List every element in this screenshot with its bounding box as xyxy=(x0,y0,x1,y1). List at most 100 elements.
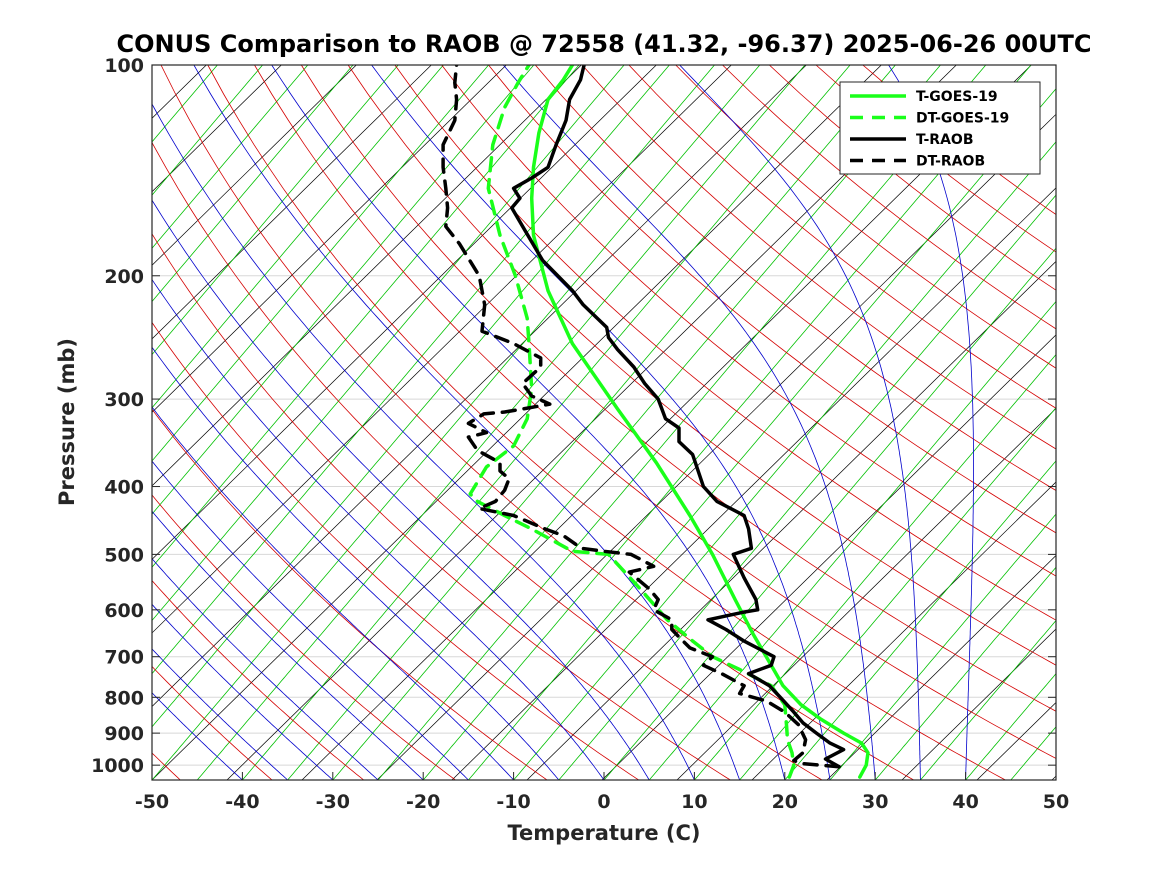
legend-label-dt-goes-19: DT-GOES-19 xyxy=(916,111,1009,127)
x-axis: -50 -40 -30 -20 -10 0 10 20 30 40 50 xyxy=(135,772,1069,813)
dry-adiabat-line xyxy=(254,65,1056,759)
series-line-dt-raob xyxy=(441,65,841,769)
isotherm-line xyxy=(694,353,1056,780)
x-tick-label: 30 xyxy=(862,791,888,813)
x-tick-label: 40 xyxy=(952,791,978,813)
skewed-grid-line xyxy=(152,65,357,266)
isotherm-line xyxy=(152,65,399,356)
moist-adiabat-line xyxy=(502,65,876,780)
dry-adiabat-line xyxy=(300,65,1056,712)
isotherm-line xyxy=(603,247,1056,780)
skewed-grid-line xyxy=(152,65,282,193)
dry-adiabat-line xyxy=(152,494,456,780)
isotherm-line xyxy=(468,88,1056,780)
x-tick-label: 20 xyxy=(772,791,798,813)
skewed-grid-line xyxy=(751,481,1056,780)
x-tick-label: -50 xyxy=(135,791,169,813)
isotherm-line xyxy=(784,460,1056,780)
skewed-grid-line xyxy=(152,65,582,487)
moist-adiabat-line xyxy=(152,199,650,780)
moist-adiabat-line xyxy=(888,65,974,780)
x-tick-label: 50 xyxy=(1043,791,1069,813)
y-tick-label: 400 xyxy=(104,477,144,499)
isotherm-line xyxy=(377,65,987,780)
moist-adiabat-line xyxy=(152,648,288,780)
legend-label-dt-raob: DT-RAOB xyxy=(916,154,985,170)
isotherm-line xyxy=(152,65,715,728)
dry-adiabat-line xyxy=(675,65,1056,369)
dry-adiabat-line xyxy=(152,321,639,780)
dry-adiabat-line xyxy=(207,65,1006,780)
x-tick-label: 10 xyxy=(681,791,707,813)
dry-adiabat-line xyxy=(581,65,1056,450)
x-tick-label: -40 xyxy=(225,791,259,813)
dry-adiabat-line xyxy=(152,665,273,780)
x-tick-label: 0 xyxy=(597,791,610,813)
legend: T-GOES-19 DT-GOES-19 T-RAOB DT-RAOB xyxy=(839,81,1041,175)
dry-adiabat-line xyxy=(152,408,548,780)
dry-adiabat-line xyxy=(160,65,914,780)
y-tick-label: 600 xyxy=(104,600,144,622)
isotherm-line xyxy=(152,65,444,409)
skewed-grid-line xyxy=(152,65,882,780)
y-tick-label: 300 xyxy=(104,389,144,411)
isotherm-line xyxy=(152,65,761,780)
isotherm-line xyxy=(152,65,535,515)
series-line-t-goes-19 xyxy=(529,65,870,779)
x-tick-label: -30 xyxy=(316,791,350,813)
isotherm-line xyxy=(648,300,1056,780)
series-line-t-raob xyxy=(510,65,846,769)
moist-adiabat-line xyxy=(152,603,334,780)
legend-label-t-raob: T-RAOB xyxy=(916,132,974,148)
y-tick-label: 200 xyxy=(104,266,144,288)
x-tick-label: -20 xyxy=(406,791,440,813)
moist-adiabat-line xyxy=(152,346,560,780)
skewed-grid-line xyxy=(152,65,657,560)
isotherm-line xyxy=(739,407,1056,780)
moist-adiabat-line xyxy=(152,510,424,780)
moist-adiabat-line xyxy=(152,460,469,780)
isotherm-line xyxy=(287,65,896,780)
moist-adiabat-line xyxy=(679,65,921,780)
isotherm-line xyxy=(1010,726,1056,780)
y-tick-label: 700 xyxy=(104,647,144,669)
isotherm-line xyxy=(920,619,1056,780)
skewed-grid-line xyxy=(152,65,432,340)
dry-adiabat-line xyxy=(152,141,823,780)
dry-adiabat-line xyxy=(152,233,731,780)
isotherm-line xyxy=(513,141,1056,780)
isotherm-line xyxy=(152,65,625,622)
isotherm-line xyxy=(152,65,670,675)
moist-adiabat-line xyxy=(152,692,243,780)
dry-adiabat-line xyxy=(628,65,1056,409)
skewed-grid-line xyxy=(601,334,1056,780)
y-tick-label: 1000 xyxy=(91,755,144,777)
dry-adiabat-line xyxy=(441,65,1056,577)
isotherm-line xyxy=(196,65,806,780)
y-tick-label: 900 xyxy=(104,723,144,745)
background-grid xyxy=(152,65,1056,780)
plot-area xyxy=(152,65,1056,780)
legend-label-t-goes-19: T-GOES-19 xyxy=(916,89,998,105)
y-axis-label: Pressure (mb) xyxy=(55,338,79,506)
isotherm-line xyxy=(965,672,1056,780)
isotherm-line xyxy=(152,65,580,568)
moist-adiabat-line xyxy=(152,278,605,780)
dry-adiabat-line xyxy=(394,65,1056,621)
isotherm-line xyxy=(874,566,1056,780)
moist-adiabat-line xyxy=(193,65,740,780)
dry-adiabat-line xyxy=(152,579,364,780)
isotherm-line xyxy=(829,513,1056,780)
y-tick-label: 800 xyxy=(104,687,144,709)
dry-adiabat-line xyxy=(347,65,1056,666)
sounding-profiles xyxy=(441,65,870,779)
isotherm-line xyxy=(332,65,941,780)
y-tick-label: 100 xyxy=(104,55,144,77)
skewed-grid-line xyxy=(526,260,1056,780)
skewed-grid-line xyxy=(676,407,1056,780)
chart-title: CONUS Comparison to RAOB @ 72558 (41.32,… xyxy=(117,30,1092,58)
isotherm-line xyxy=(152,65,489,462)
skewed-grid-line xyxy=(152,65,732,634)
skewed-grid-line xyxy=(301,65,1032,780)
